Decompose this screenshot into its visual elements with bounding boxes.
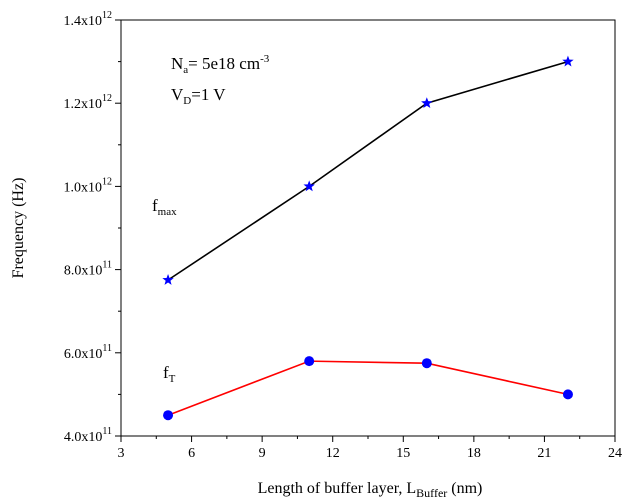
- x-tick-label: 9: [259, 446, 266, 461]
- y-tick-label: 1.2x1012: [64, 93, 113, 112]
- series-layer: [162, 55, 574, 421]
- series-line-f-t: [167, 360, 569, 416]
- x-tick-label: 3: [118, 446, 125, 461]
- series-label-fmax: fmax: [152, 196, 177, 218]
- y-tick-label: 8.0x1011: [64, 260, 112, 279]
- x-tick-label: 15: [396, 446, 410, 461]
- x-tick-label: 24: [608, 446, 622, 461]
- y-axis: 4.0x1011 6.0x1011 8.0x1011 1.0x1012 1.2x1012…: [64, 10, 121, 445]
- x-tick-label: 18: [467, 446, 481, 461]
- data-point-star: [303, 180, 315, 192]
- data-point-circle: [304, 356, 315, 367]
- x-tick-label: 6: [188, 446, 195, 461]
- x-tick-label: 12: [326, 446, 340, 461]
- data-point-circle: [421, 358, 432, 369]
- series-label-ft: fT: [163, 363, 176, 385]
- y-tick-label: 6.0x1011: [64, 343, 112, 362]
- data-point-star: [162, 274, 174, 285]
- data-point-star: [562, 55, 574, 67]
- x-axis-title: Length of buffer layer, LBuffer (nm): [258, 480, 483, 500]
- series-line-f-max: [167, 60, 569, 281]
- data-point-circle: [163, 410, 174, 421]
- annotation-doping: Na= 5e18 cm-3: [171, 53, 270, 76]
- y-tick-label: 1.0x1012: [64, 176, 113, 195]
- x-tick-label: 21: [537, 446, 551, 461]
- annotation-drain-voltage: VD=1 V: [171, 85, 226, 107]
- y-tick-label: 1.4x1012: [64, 10, 113, 29]
- plot-area: [120, 19, 616, 437]
- y-axis-title: Frequency (Hz): [10, 178, 27, 279]
- x-axis: 3 6 9 12 15 18 21 24: [118, 436, 622, 461]
- data-point-star: [421, 97, 433, 109]
- data-point-circle: [562, 389, 573, 400]
- y-tick-label: 4.0x1011: [64, 426, 112, 445]
